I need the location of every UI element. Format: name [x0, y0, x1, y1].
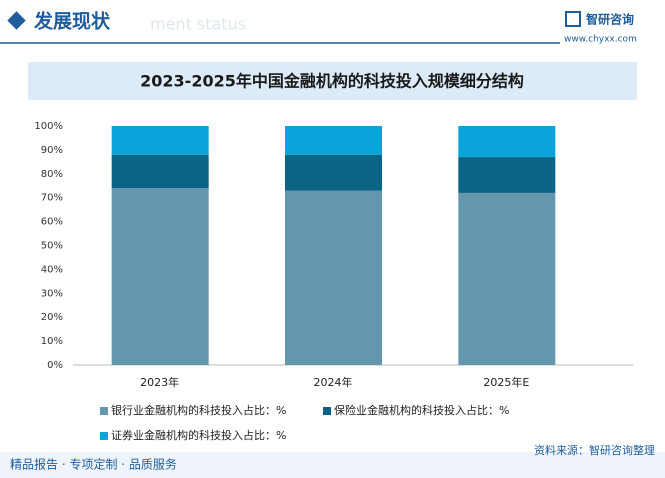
y-tick-label: 20% [41, 312, 63, 323]
header-watermark: ment status [150, 15, 246, 34]
bar-segment [285, 126, 382, 155]
legend-label: 保险业金融机构的科技投入占比：% [334, 403, 509, 417]
x-tick-label: 2024年 [314, 375, 353, 389]
bar-segment [458, 157, 556, 193]
legend-label: 银行业金融机构的科技投入占比：% [111, 403, 286, 417]
bar-segment [458, 192, 556, 365]
plot: 0% 10% 20% 30% 40% 50% 60% 70% 80% 90% 100% 2023年 20… [34, 121, 633, 442]
chart-title: 2023-2025年中国金融机构的科技投入规模细分结构 [140, 72, 524, 91]
y-tick-label: 0% [47, 360, 63, 371]
footer-band [0, 452, 665, 478]
y-tick-label: 10% [41, 336, 63, 347]
bar-segment [458, 126, 556, 158]
y-tick-label: 80% [41, 169, 63, 180]
legend-swatch [100, 407, 108, 415]
x-tick-label: 2023年 [140, 375, 179, 389]
y-tick-label: 40% [41, 264, 63, 275]
title-banner [28, 62, 637, 100]
logo-text: 智研咨询 [585, 12, 634, 27]
x-tick-label: 2025年E [483, 375, 529, 389]
header-icon [7, 11, 26, 30]
header-title: 发展现状 [33, 10, 111, 33]
y-tick-label: 60% [41, 217, 63, 228]
footer-slogan: 精品报告 · 专项定制 · 品质服务 [10, 457, 177, 472]
legend-swatch [100, 432, 108, 440]
footer-source: 资料来源：智研咨询整理 [534, 443, 655, 457]
y-tick-label: 70% [41, 193, 63, 204]
y-tick-label: 90% [41, 145, 63, 156]
y-tick-label: 30% [41, 288, 63, 299]
bar-segment [111, 154, 209, 189]
bar-segment [111, 188, 209, 365]
y-tick-label: 50% [41, 241, 63, 252]
bar-segment [111, 126, 209, 155]
y-tick-label: 100% [34, 121, 63, 132]
bar-segment [285, 190, 382, 365]
logo-url: www.chyxx.com [564, 35, 637, 45]
bar-segment [285, 154, 382, 191]
logo-icon [565, 11, 581, 27]
legend-label: 证券业金融机构的科技投入占比：% [111, 428, 286, 442]
legend-swatch [323, 407, 331, 415]
